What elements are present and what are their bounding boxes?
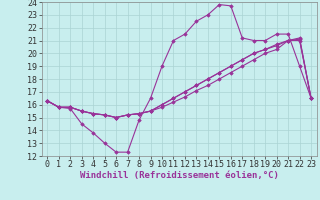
X-axis label: Windchill (Refroidissement éolien,°C): Windchill (Refroidissement éolien,°C)	[80, 171, 279, 180]
